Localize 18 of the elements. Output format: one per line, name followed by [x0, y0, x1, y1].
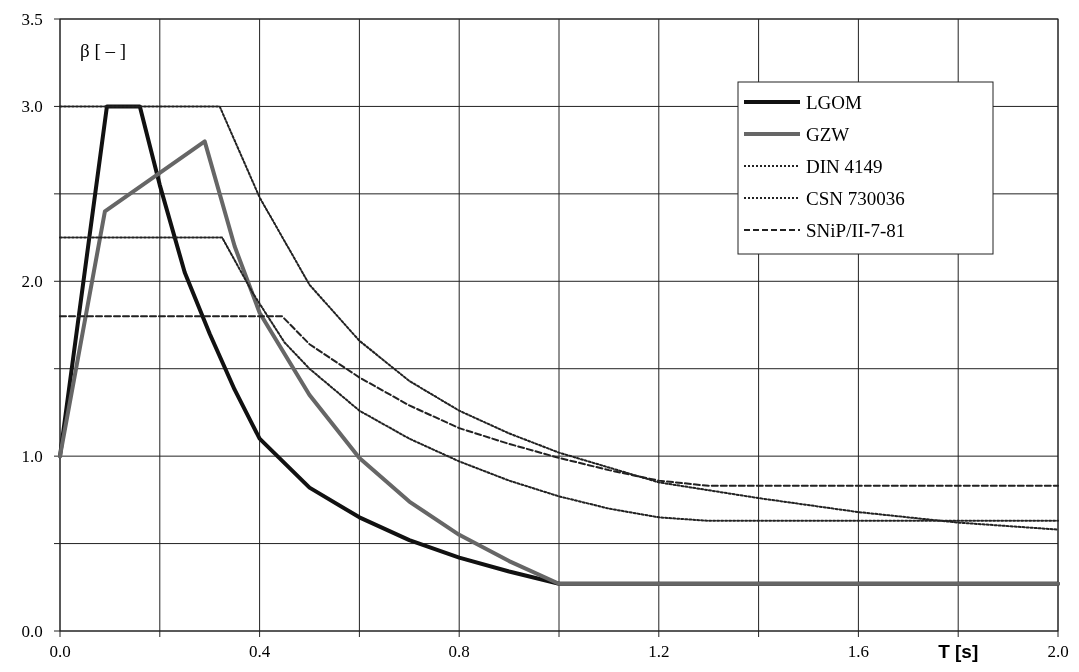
x-tick-label: 1.6 — [847, 642, 870, 661]
legend-label: SNiP/II-7-81 — [806, 220, 906, 241]
x-axis-title: T [s] — [938, 641, 979, 662]
y-tick-label: 1.0 — [21, 447, 43, 467]
y-tick-label: 2.0 — [21, 272, 43, 292]
legend-label: CSN 730036 — [806, 188, 905, 209]
x-tick-label: 0.8 — [448, 642, 470, 661]
legend-label: GZW — [806, 124, 850, 145]
y-tick-label: 3.5 — [21, 10, 43, 29]
x-tick-label: 2.0 — [1047, 642, 1069, 661]
legend-label: DIN 4149 — [806, 156, 883, 177]
y-tick-label: 0.0 — [21, 622, 43, 641]
y-axis-title: β [ – ] — [80, 40, 127, 61]
x-tick-label: 1.2 — [648, 642, 670, 661]
legend-label: LGOM — [806, 92, 863, 113]
x-tick-label: 0.4 — [248, 642, 271, 661]
y-tick-label: 3.0 — [21, 97, 43, 117]
x-tick-label: 0.0 — [49, 642, 71, 661]
